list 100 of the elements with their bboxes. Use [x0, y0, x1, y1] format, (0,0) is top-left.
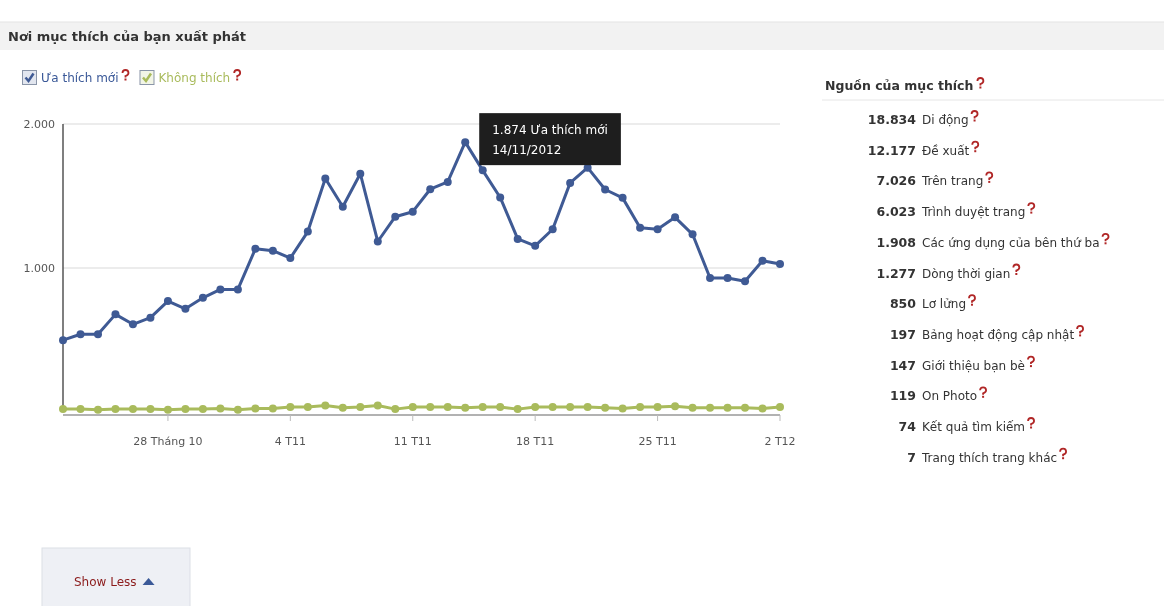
point [706, 403, 715, 412]
point [216, 285, 225, 294]
point [408, 207, 417, 216]
point [59, 405, 67, 414]
text: 7 [907, 449, 916, 465]
point [163, 297, 172, 306]
y-tick-label: 2.000 [23, 118, 55, 131]
point [531, 402, 540, 411]
point [321, 174, 330, 183]
category-label: Đề xuất [922, 143, 970, 158]
point [671, 402, 680, 411]
category-label: Kết quả tìm kiếm [922, 420, 1026, 434]
point [671, 213, 680, 222]
annotation: 1.874 Ưa thích mới 14/11/2012 [492, 123, 608, 158]
text: 197 [889, 326, 916, 342]
point [426, 185, 435, 194]
text: 1.908 [876, 234, 916, 250]
text: 147 [889, 357, 916, 373]
point [233, 405, 242, 414]
point [373, 401, 382, 410]
point [303, 402, 312, 411]
point [688, 230, 697, 239]
point [636, 223, 645, 232]
point [111, 310, 120, 319]
point [653, 402, 662, 411]
x-tick-label: 2 T12 [764, 435, 796, 448]
point [758, 404, 767, 413]
point [636, 402, 645, 411]
point [776, 402, 784, 411]
point [128, 405, 137, 414]
text: 6.023 [876, 204, 916, 220]
x-tick-label: 11 T11 [393, 435, 432, 448]
point [548, 225, 557, 234]
point [268, 404, 277, 413]
legend-label: Ưa thích mới [41, 71, 119, 85]
x-tick-label: 28 Tháng 10 [133, 435, 203, 448]
point [531, 241, 540, 250]
y-tick-label: 1.000 [23, 262, 55, 275]
point [146, 313, 155, 322]
text: Nguồn của mục thích [825, 78, 974, 93]
point [461, 138, 470, 147]
point [601, 185, 610, 194]
point [163, 405, 172, 414]
point [76, 405, 85, 414]
category-label: Lơ lửng [922, 297, 967, 312]
point [566, 178, 575, 187]
point [653, 225, 662, 234]
category-label: Bảng hoạt động cập nhật [922, 327, 1075, 342]
point [741, 277, 750, 286]
point [461, 403, 470, 412]
point [618, 193, 627, 202]
x-tick-label: 25 T11 [638, 435, 677, 448]
text: 850 [889, 296, 916, 312]
point [181, 405, 190, 414]
point [251, 244, 260, 253]
point [408, 402, 417, 411]
point [198, 405, 207, 414]
point [583, 402, 592, 411]
point [268, 246, 277, 255]
point [496, 402, 505, 411]
point [478, 166, 487, 175]
point [128, 320, 137, 329]
point [146, 405, 155, 414]
point [373, 237, 382, 246]
category-label: Giới thiệu bạn bè [922, 358, 1025, 373]
category-label: Trang thích trang khác [921, 450, 1058, 465]
category-label: Các ứng dụng của bên thứ ba [922, 235, 1100, 250]
point [59, 336, 67, 345]
point [566, 402, 575, 411]
x-tick-label: 4 T11 [274, 435, 306, 448]
point [513, 405, 522, 414]
point [93, 330, 102, 339]
point [706, 273, 715, 282]
point [111, 405, 120, 414]
point [303, 227, 312, 236]
point [233, 285, 242, 294]
category-label: Dòng thời gian [922, 266, 1011, 281]
point [513, 234, 522, 243]
category-label: Di động [922, 113, 969, 127]
point [286, 254, 295, 263]
category-label: On Photo [922, 389, 978, 404]
point [356, 169, 365, 178]
point [76, 330, 85, 339]
point [391, 405, 400, 414]
point [181, 304, 190, 313]
point [758, 256, 767, 265]
point [286, 402, 295, 411]
point [478, 402, 487, 411]
point [356, 402, 365, 411]
text: 7.026 [876, 173, 916, 189]
category-label: Trên trang [921, 174, 984, 189]
point [618, 404, 627, 413]
point [688, 403, 697, 412]
point [723, 403, 732, 412]
text: 74 [898, 419, 916, 434]
point [426, 402, 435, 411]
point [776, 259, 784, 268]
point [93, 405, 102, 414]
point [443, 402, 452, 411]
point [443, 177, 452, 186]
